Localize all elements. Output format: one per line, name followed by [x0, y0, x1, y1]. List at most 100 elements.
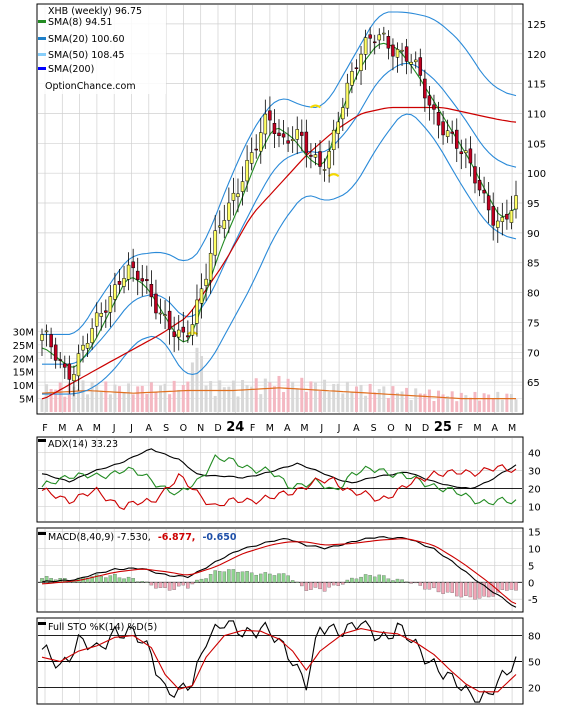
- macd-histogram-bar: [372, 576, 377, 583]
- volume-bar: [117, 386, 121, 412]
- volume-bar: [168, 394, 172, 412]
- volume-bar: [405, 387, 409, 412]
- volume-bar: [409, 400, 413, 412]
- axis-ticks: F M A M J J A S O N D 24 F M A M J J A S O N D 25 F M A M6570758085…: [13, 20, 546, 695]
- crossover-mark: [309, 104, 322, 109]
- volume-bar: [268, 382, 272, 412]
- macd-histogram-bar: [131, 578, 135, 583]
- macd-line: [41, 536, 517, 608]
- candle-body: [176, 329, 181, 338]
- volume-bar: [450, 391, 454, 412]
- volume-bar: [159, 385, 162, 412]
- volume-bar: [172, 380, 176, 412]
- volume-bar: [327, 391, 331, 412]
- volume-bar: [359, 385, 363, 412]
- volume-bar: [222, 387, 226, 412]
- macd-histogram-bar: [345, 579, 350, 583]
- x-tick-label: M: [93, 423, 101, 434]
- volume-bar: [432, 401, 436, 412]
- macd-histogram-bar: [500, 582, 505, 590]
- volume-bar: [40, 398, 44, 412]
- macd-histogram-bar: [363, 574, 368, 583]
- x-tick-label: A: [76, 423, 83, 434]
- macd-histogram-bar: [181, 582, 186, 586]
- volume-bar: [282, 392, 286, 412]
- candle-body: [318, 151, 322, 167]
- x-tick-label: J: [129, 423, 133, 434]
- candle-body: [277, 132, 281, 136]
- x-tick-label: A: [146, 423, 153, 434]
- macd-histogram-bar: [477, 582, 482, 599]
- macd-histogram-bar: [413, 582, 418, 584]
- candle-body: [404, 46, 409, 62]
- volume-bar: [81, 380, 85, 412]
- volume-tick-label: 5M: [19, 395, 34, 406]
- macd-histogram-bar: [427, 582, 432, 590]
- macd-histogram-bar: [176, 582, 181, 587]
- candle-body: [145, 279, 149, 282]
- volume-bar: [377, 389, 381, 412]
- macd-histogram-bar: [509, 582, 514, 590]
- macd-histogram-bar: [94, 574, 99, 583]
- candle-body: [76, 353, 81, 377]
- candle-body: [254, 148, 258, 151]
- macd-histogram-bar: [491, 582, 495, 597]
- macd-histogram-bar: [222, 571, 227, 583]
- candle-body: [195, 299, 199, 324]
- x-tick-label: A: [492, 423, 499, 434]
- candle-body: [163, 314, 167, 316]
- volume-bar: [99, 390, 103, 412]
- candle-body: [67, 363, 72, 380]
- volume-bar: [209, 381, 213, 412]
- volume-tick-label: 15M: [13, 368, 34, 379]
- volume-bar: [200, 356, 204, 412]
- volume-bar: [250, 386, 254, 412]
- candle-body: [368, 34, 372, 39]
- volume-bar: [236, 396, 240, 412]
- candle-body: [49, 334, 53, 348]
- candle-body: [117, 280, 122, 285]
- macd-histogram-bar: [327, 582, 331, 588]
- macd-histogram-bar: [217, 571, 222, 583]
- volume-bar: [241, 379, 245, 412]
- volume-bar: [496, 391, 500, 412]
- candle-body: [505, 213, 509, 220]
- macd-histogram-bar: [240, 571, 245, 583]
- volume-bar: [76, 389, 80, 412]
- macd-histogram-bar: [186, 582, 190, 589]
- candle-body: [149, 284, 154, 298]
- legend-sma50: SMA(50) 108.45: [48, 50, 125, 61]
- candle-body: [436, 112, 441, 126]
- macd-histogram-bar: [254, 574, 258, 583]
- x-tick-label: J: [337, 423, 341, 434]
- volume-bar: [277, 375, 281, 412]
- macd-legend: MACD(8,40,9) -7.530, -6.877, -0.650: [38, 532, 237, 543]
- volume-bar: [313, 382, 317, 412]
- macd-histogram-bar: [236, 571, 240, 583]
- candle-body: [108, 296, 113, 313]
- x-tick-label: F: [457, 423, 462, 434]
- candle-body: [158, 312, 163, 315]
- price-tick-label: 90: [527, 229, 540, 240]
- volume-bar: [373, 392, 377, 412]
- volume-bar: [177, 389, 181, 412]
- volume-bar: [341, 393, 345, 412]
- indicator-lines: [40, 448, 518, 703]
- price-tick-label: 120: [527, 50, 546, 61]
- candle-body: [500, 217, 505, 222]
- x-tick-label: F: [42, 423, 47, 434]
- candle-body: [85, 343, 90, 349]
- macd-histogram-bar: [113, 573, 117, 583]
- candle-body: [72, 374, 76, 382]
- macd-histogram-bar: [309, 582, 313, 590]
- candle-body: [391, 44, 395, 57]
- macd-histogram-bar: [227, 569, 231, 583]
- price-chart-title: XHB (weekly) 96.75: [48, 6, 142, 17]
- macd-histogram-bar: [395, 578, 400, 583]
- volume-bars: [40, 347, 518, 412]
- macd-histogram-bar: [108, 575, 113, 583]
- sto-panel-frame: [36, 617, 524, 705]
- candle-body: [249, 152, 254, 164]
- macd-histogram-bar: [313, 582, 318, 588]
- volume-bar: [418, 393, 422, 412]
